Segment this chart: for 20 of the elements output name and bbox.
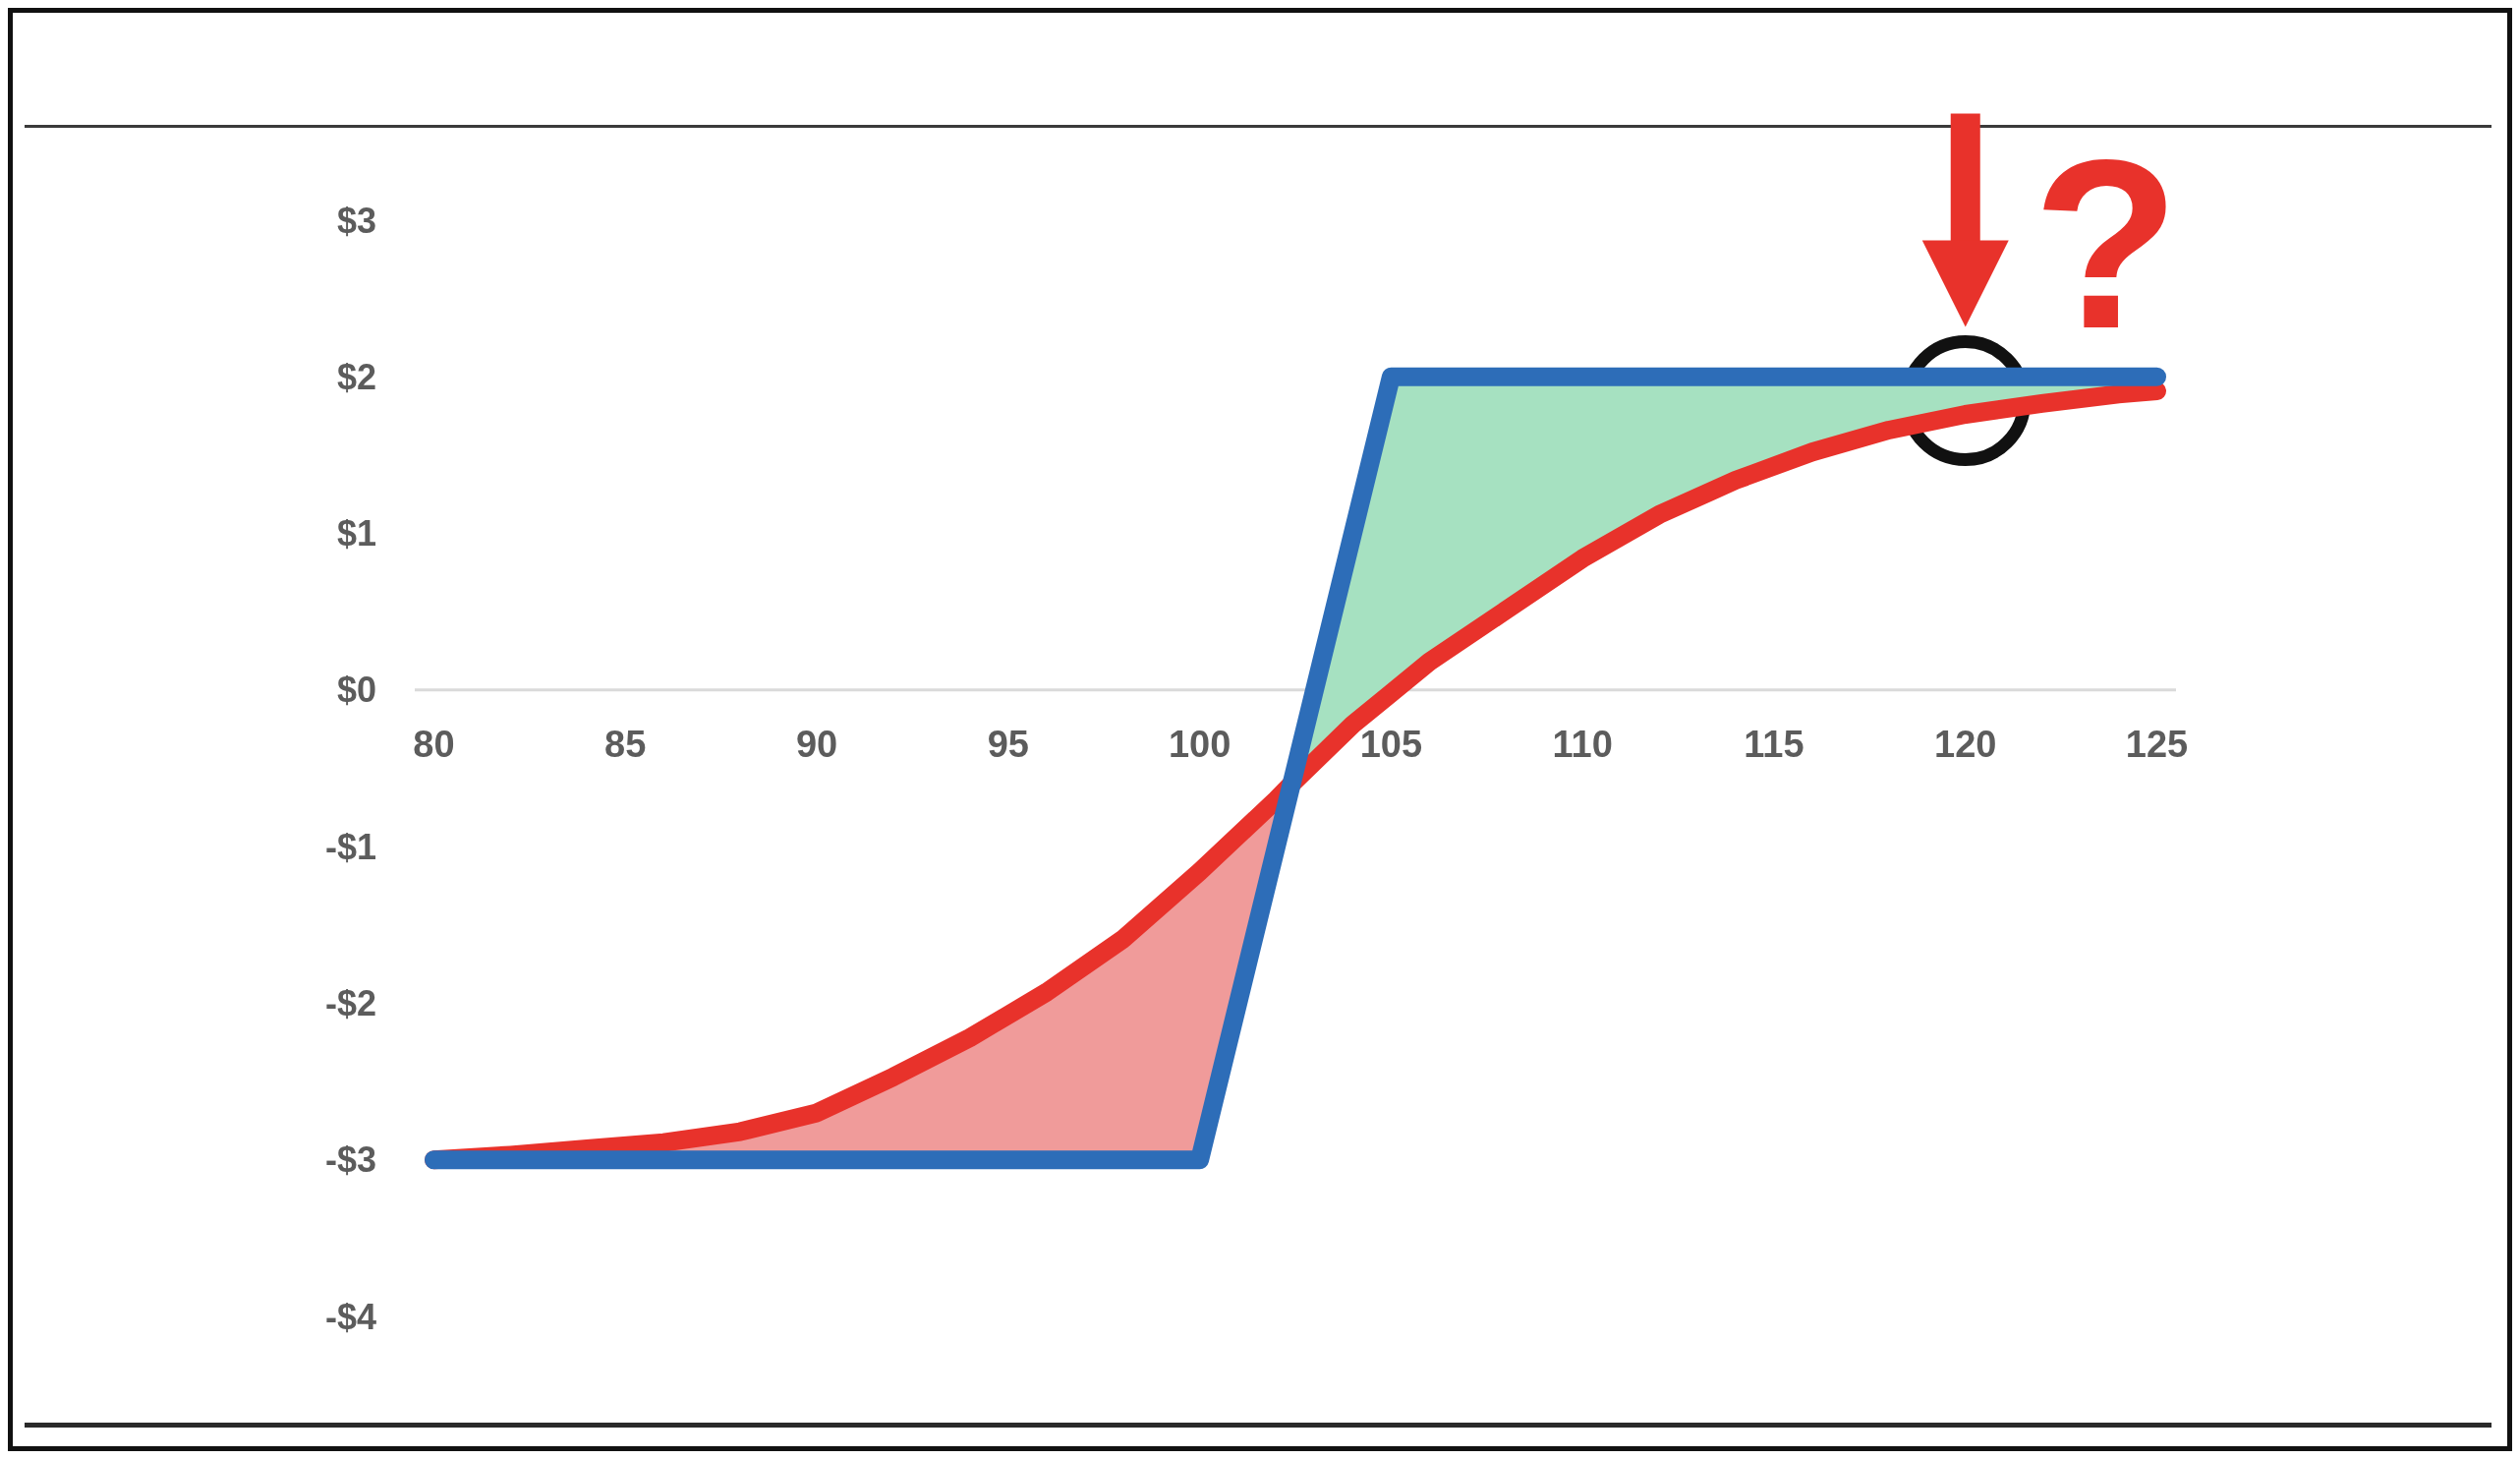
x-tick-label: 80 <box>413 723 455 765</box>
y-tick-label: $2 <box>336 356 376 397</box>
frame: ? 80 85 90 95 100 105 110 115 120 125 -$4 -$3 -$2 -$1 $0 $1 $2 $3 <box>8 8 2512 1451</box>
y-tick-label: $0 <box>336 670 376 711</box>
y-tick-label: -$2 <box>324 983 376 1024</box>
x-tick-label: 120 <box>1934 723 1997 765</box>
y-tick-label: -$4 <box>324 1296 376 1337</box>
x-tick-label: 85 <box>604 723 647 765</box>
y-tick-label: -$3 <box>324 1139 376 1181</box>
x-tick-label: 110 <box>1552 723 1613 765</box>
x-tick-label: 115 <box>1744 723 1804 765</box>
annotation: ? <box>2032 108 2180 379</box>
y-tick-label: -$1 <box>324 826 376 867</box>
x-tick-label: 90 <box>795 723 838 765</box>
y-tick-label: $1 <box>336 513 376 554</box>
y-tick-label: $3 <box>336 200 376 241</box>
x-tick-label: 105 <box>1359 723 1423 765</box>
x-tick-label: 100 <box>1168 723 1231 765</box>
x-tick-label: 95 <box>987 723 1029 765</box>
x-tick-label: 125 <box>2125 723 2189 765</box>
